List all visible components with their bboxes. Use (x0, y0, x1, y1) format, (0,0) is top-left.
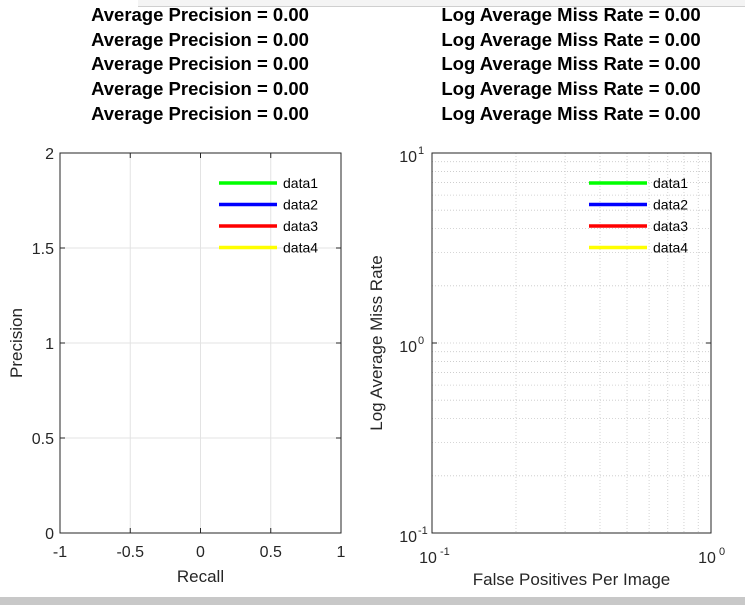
x-tick-label: 10 (698, 550, 716, 567)
right-title-line: Log Average Miss Rate = 0.00 (441, 28, 701, 50)
left-chart-title: Average Precision = 0.00 Average Precisi… (80, 3, 320, 126)
left-title-line: Average Precision = 0.00 (91, 4, 309, 25)
right-title-line: Log Average Miss Rate = 0.00 (441, 102, 701, 124)
right-title-line: Log Average Miss Rate = 0.00 (441, 53, 701, 75)
legend-label: data4 (283, 240, 318, 256)
y-tick-label: 2 (45, 146, 54, 163)
axes-background (432, 153, 711, 533)
y-tick-label: 1.5 (32, 241, 54, 258)
left-title-line: Average Precision = 0.00 (91, 102, 309, 124)
y-axis-label: Log Average Miss Rate (367, 255, 386, 430)
legend-label: data3 (283, 218, 318, 234)
x-axis-label: False Positives Per Image (473, 570, 670, 589)
left-title-line: Average Precision = 0.00 (91, 78, 309, 100)
legend: data1 data2 data3 data4 (219, 175, 318, 256)
x-tick-label-exponent: 0 (719, 546, 725, 558)
x-tick-label: -0.5 (116, 544, 144, 561)
precision-recall-plot: -1 -0.5 0 0.5 1 0 0.5 1 1.5 2 Recall Precision data1… (7, 146, 346, 586)
legend-label: data3 (653, 218, 688, 234)
y-axis-label: Precision (7, 308, 26, 378)
window-top-edge (138, 0, 745, 7)
legend-label: data2 (653, 197, 688, 213)
y-tick-label: 1 (45, 336, 54, 353)
right-title-line: Log Average Miss Rate = 0.00 (441, 78, 701, 100)
x-axis-label: Recall (177, 567, 224, 586)
legend-label: data1 (283, 175, 318, 191)
legend-label: data4 (653, 240, 688, 256)
window-bottom-edge (0, 597, 745, 605)
x-tick-label: 10 (419, 550, 437, 567)
y-tick-label-exponent: -1 (418, 525, 428, 537)
legend-label: data1 (653, 175, 688, 191)
y-tick-label-exponent: 0 (418, 335, 424, 347)
y-tick-label: 0 (45, 526, 54, 543)
left-title-line: Average Precision = 0.00 (91, 28, 309, 50)
y-tick-label: 10 (399, 149, 417, 166)
right-chart-title: Log Average Miss Rate = 0.00 Log Average… (428, 3, 714, 126)
x-tick-label: 0.5 (260, 544, 282, 561)
x-tick-label: 0 (196, 544, 205, 561)
left-title-line: Average Precision = 0.00 (91, 53, 309, 75)
y-tick-label: 10 (399, 339, 417, 356)
y-tick-label: 0.5 (32, 431, 54, 448)
y-tick-label: 10 (399, 529, 417, 546)
right-title-line: Log Average Miss Rate = 0.00 (441, 4, 701, 25)
y-tick-label-exponent: 1 (418, 145, 424, 157)
x-tick-label: -1 (53, 544, 67, 561)
x-tick-label-exponent: -1 (440, 546, 450, 558)
legend: data1 data2 data3 data4 (589, 175, 688, 256)
x-tick-label: 1 (337, 544, 346, 561)
legend-label: data2 (283, 197, 318, 213)
